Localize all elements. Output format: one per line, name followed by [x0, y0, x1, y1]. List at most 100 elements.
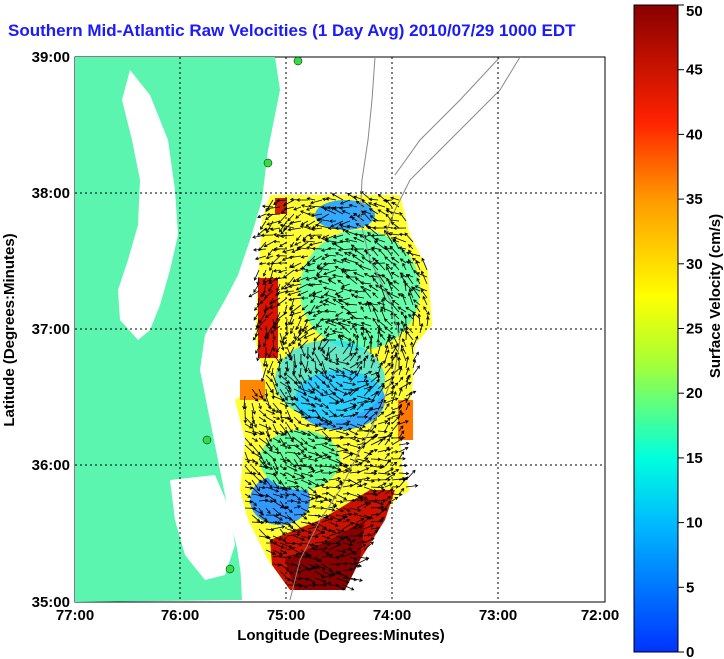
velocity-arrow — [264, 360, 269, 368]
velocity-arrow — [275, 198, 288, 203]
x-axis: 77:00 76:00 75:00 74:00 73:00 72:00 Long… — [56, 607, 619, 644]
colorbar-tick-label: 40 — [686, 126, 703, 143]
velocity-arrow — [263, 227, 274, 232]
x-tick-label: 75:00 — [267, 607, 305, 624]
velocity-arrow — [341, 318, 351, 323]
velocity-arrow — [412, 299, 421, 306]
velocity-arrow — [335, 448, 348, 453]
velocity-arrow — [314, 521, 328, 530]
velocity-arrow — [406, 273, 414, 285]
velocity-arrow — [386, 277, 393, 292]
velocity-arrow — [307, 486, 317, 494]
velocity-arrow — [368, 339, 373, 355]
velocity-arrow — [307, 437, 316, 442]
velocity-arrow — [244, 451, 250, 464]
velocity-arrow — [321, 346, 326, 355]
velocity-arrow — [299, 267, 309, 271]
velocity-arrow — [349, 563, 363, 568]
velocity-arrow — [300, 437, 308, 445]
velocity-arrow — [256, 276, 260, 286]
velocity-arrow — [300, 204, 309, 208]
velocity-arrow — [381, 298, 386, 313]
velocity-arrow — [405, 355, 410, 369]
velocity-arrow — [398, 476, 409, 488]
velocity-arrow — [340, 334, 351, 341]
velocity-arrow — [419, 322, 424, 334]
velocity-arrow — [272, 535, 283, 541]
velocity-arrow — [266, 220, 281, 226]
velocity-arrow — [265, 493, 277, 502]
velocity-arrow — [321, 542, 332, 546]
velocity-arrow — [318, 279, 330, 285]
velocity-arrow — [286, 381, 292, 394]
velocity-arrow — [307, 504, 317, 509]
velocity-arrow — [272, 450, 281, 455]
velocity-arrow — [258, 430, 266, 435]
velocity-arrow — [384, 397, 399, 404]
velocity-arrow — [260, 220, 267, 230]
velocity-arrow — [313, 276, 323, 281]
velocity-arrow — [403, 323, 414, 334]
velocity-arrow — [370, 492, 379, 497]
velocity-arrow — [300, 507, 311, 513]
velocity-arrow — [384, 500, 392, 509]
velocity-arrow — [284, 318, 289, 327]
velocity-arrow — [397, 293, 407, 299]
velocity-arrow — [321, 485, 330, 490]
velocity-arrow — [354, 249, 365, 257]
velocity-arrow — [300, 374, 307, 385]
velocity-arrow — [257, 339, 262, 349]
velocity-arrow — [332, 258, 344, 264]
velocity-arrow — [300, 554, 313, 558]
velocity-arrow — [300, 430, 312, 437]
velocity-arrow — [400, 311, 407, 320]
velocity-arrow — [307, 563, 321, 569]
velocity-arrow — [379, 333, 386, 341]
contour-shelf-1 — [289, 57, 401, 601]
velocity-arrow — [335, 493, 348, 500]
velocity-arrow — [321, 402, 330, 409]
velocity-arrow — [314, 402, 324, 408]
velocity-arrow — [300, 455, 313, 460]
velocity-arrow — [307, 465, 315, 470]
velocity-arrow — [412, 335, 419, 348]
velocity-arrow — [314, 469, 324, 474]
velocity-arrow — [334, 226, 344, 230]
velocity-arrow — [297, 332, 309, 341]
velocity-arrow — [405, 330, 414, 341]
velocity-arrow — [367, 202, 379, 208]
velocity-arrow — [355, 200, 365, 208]
velocity-arrow — [312, 255, 323, 262]
velocity-arrow — [253, 269, 260, 281]
velocity-arrow — [360, 305, 365, 313]
velocity-arrow — [417, 313, 421, 327]
velocity-arrow — [368, 301, 379, 313]
velocity-arrow — [296, 276, 309, 283]
velocity-arrow — [346, 192, 358, 201]
colorbar-tick-label: 30 — [686, 256, 703, 273]
velocity-arrow — [321, 535, 331, 540]
velocity-arrow — [376, 338, 380, 348]
velocity-arrow — [326, 318, 337, 322]
velocity-arrow — [353, 236, 365, 243]
velocity-arrow — [399, 211, 407, 222]
velocity-arrow — [307, 444, 317, 449]
velocity-arrow — [342, 353, 353, 362]
velocity-arrow — [269, 304, 281, 310]
velocity-arrow — [300, 528, 313, 534]
velocity-arrow — [286, 353, 293, 361]
velocity-arrow — [293, 512, 308, 516]
velocity-arrow — [384, 411, 396, 418]
velocity-arrow — [344, 302, 358, 306]
velocity-arrow — [244, 430, 258, 436]
velocity-arrow — [356, 525, 363, 530]
velocity-arrow — [263, 332, 268, 341]
velocity-arrow — [349, 351, 357, 362]
velocity-arrow — [272, 374, 279, 388]
velocity-arrow — [290, 262, 302, 269]
velocity-arrow — [391, 421, 401, 432]
velocity-arrow — [305, 220, 316, 227]
velocity-arrow — [288, 297, 302, 302]
colorbar-tick-label: 20 — [686, 385, 703, 402]
